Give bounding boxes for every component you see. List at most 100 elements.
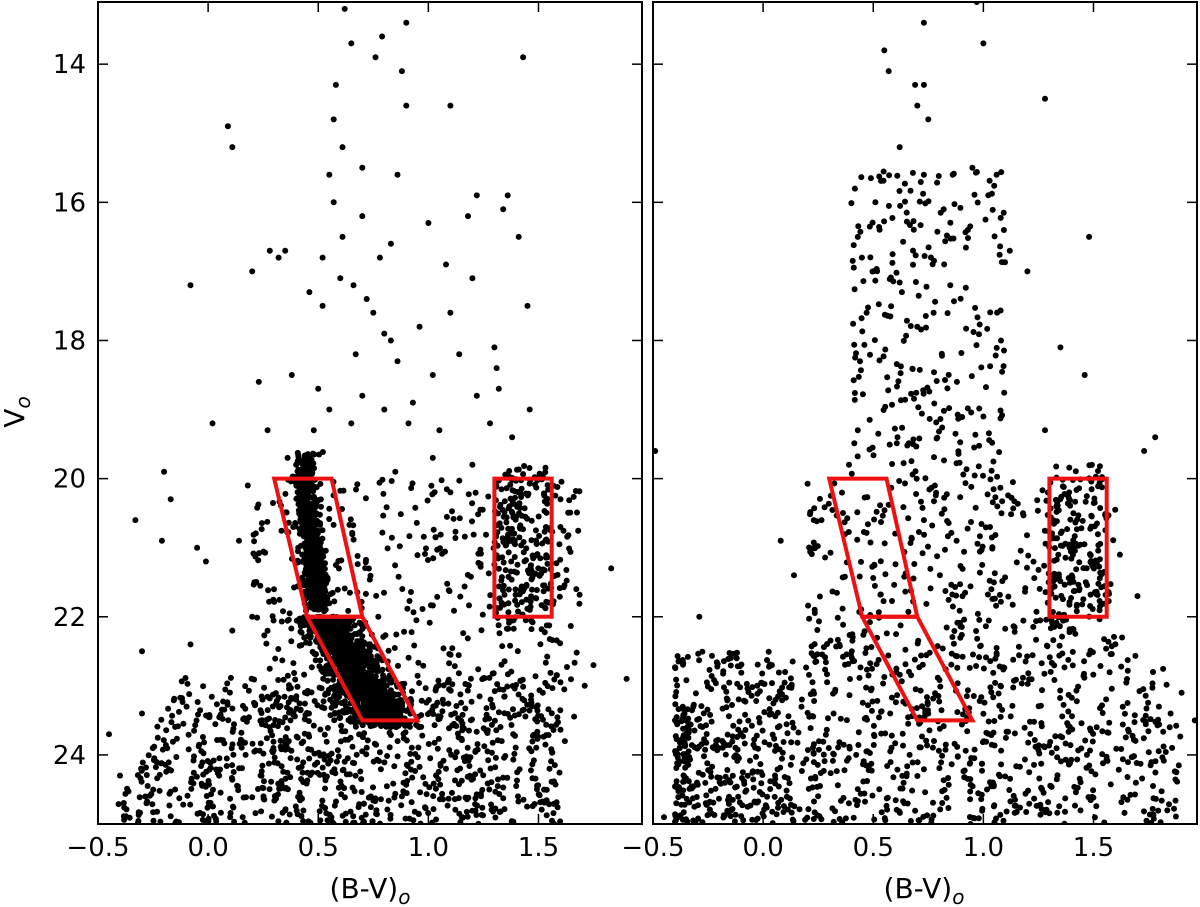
data-point [505, 573, 512, 580]
data-point [480, 725, 487, 732]
data-point [967, 788, 974, 795]
data-point [241, 715, 248, 722]
data-point [416, 680, 423, 686]
data-point [176, 795, 183, 802]
data-point [266, 786, 273, 793]
data-point [692, 690, 699, 697]
data-point [293, 495, 300, 502]
data-point [312, 657, 319, 664]
data-point [435, 768, 442, 775]
data-point [550, 810, 557, 817]
data-point [912, 807, 919, 814]
data-point [166, 790, 173, 797]
data-point [380, 512, 387, 519]
data-point [406, 598, 413, 604]
data-point [850, 264, 857, 271]
data-point [469, 807, 476, 814]
data-point [981, 699, 988, 706]
data-point [446, 747, 453, 754]
data-point [194, 544, 201, 551]
data-point [829, 757, 836, 764]
data-point [314, 702, 321, 709]
data-point [429, 491, 436, 498]
data-point [1059, 542, 1066, 549]
data-point [293, 693, 300, 700]
data-point [299, 769, 306, 776]
data-point [537, 641, 544, 648]
data-point [548, 710, 555, 717]
data-point [912, 468, 919, 475]
data-point [439, 790, 446, 797]
data-point [889, 215, 896, 221]
data-point [132, 517, 139, 524]
data-point [978, 547, 985, 553]
data-point [906, 751, 913, 758]
data-point [1010, 656, 1017, 663]
data-point [387, 240, 394, 247]
data-point [947, 219, 954, 226]
data-point [653, 448, 659, 454]
data-point [991, 570, 998, 577]
data-point [433, 816, 440, 823]
data-point [318, 685, 325, 692]
data-point [544, 560, 551, 567]
data-point [249, 268, 256, 275]
data-point [884, 374, 891, 381]
data-point [445, 676, 452, 683]
data-point [1024, 680, 1031, 687]
data-point [318, 704, 325, 711]
data-point [1098, 484, 1105, 491]
data-point [329, 819, 336, 824]
data-point [847, 676, 853, 682]
data-point [623, 675, 630, 682]
data-point [1007, 798, 1014, 805]
data-point [456, 781, 462, 788]
data-point [494, 681, 501, 688]
data-point [435, 735, 442, 742]
data-point [798, 703, 805, 710]
data-point [1112, 506, 1119, 513]
data-point [500, 686, 507, 693]
data-point [841, 519, 848, 526]
data-point [316, 618, 323, 625]
data-point [304, 709, 310, 716]
data-point [392, 562, 399, 569]
data-point [910, 436, 917, 443]
data-point [869, 698, 876, 705]
data-point [977, 643, 984, 650]
data-point [964, 728, 971, 735]
data-point [520, 796, 527, 803]
data-point [1011, 730, 1018, 737]
data-point [438, 477, 445, 484]
data-point [217, 789, 224, 796]
data-point [886, 172, 893, 179]
data-point [427, 602, 434, 609]
data-point [919, 703, 925, 710]
data-point [322, 777, 329, 784]
data-point [864, 778, 871, 784]
data-point [1042, 427, 1048, 434]
data-point [980, 40, 987, 47]
data-point [892, 699, 899, 706]
data-point [342, 810, 349, 817]
data-point [803, 664, 810, 671]
data-point [924, 384, 931, 391]
data-point [304, 690, 311, 697]
data-point [892, 740, 899, 747]
data-point [335, 784, 342, 791]
data-point [561, 686, 568, 693]
data-point [1051, 545, 1058, 552]
data-point [806, 671, 812, 678]
data-point [1094, 531, 1101, 538]
data-point [871, 816, 878, 823]
data-point [271, 586, 277, 593]
data-point [898, 678, 905, 685]
data-point [1095, 547, 1102, 554]
data-point [507, 568, 514, 575]
data-point [661, 814, 667, 821]
data-point [379, 33, 386, 40]
data-point [251, 538, 258, 545]
data-point [1026, 800, 1033, 807]
data-point [1052, 733, 1059, 740]
data-point [958, 350, 965, 356]
